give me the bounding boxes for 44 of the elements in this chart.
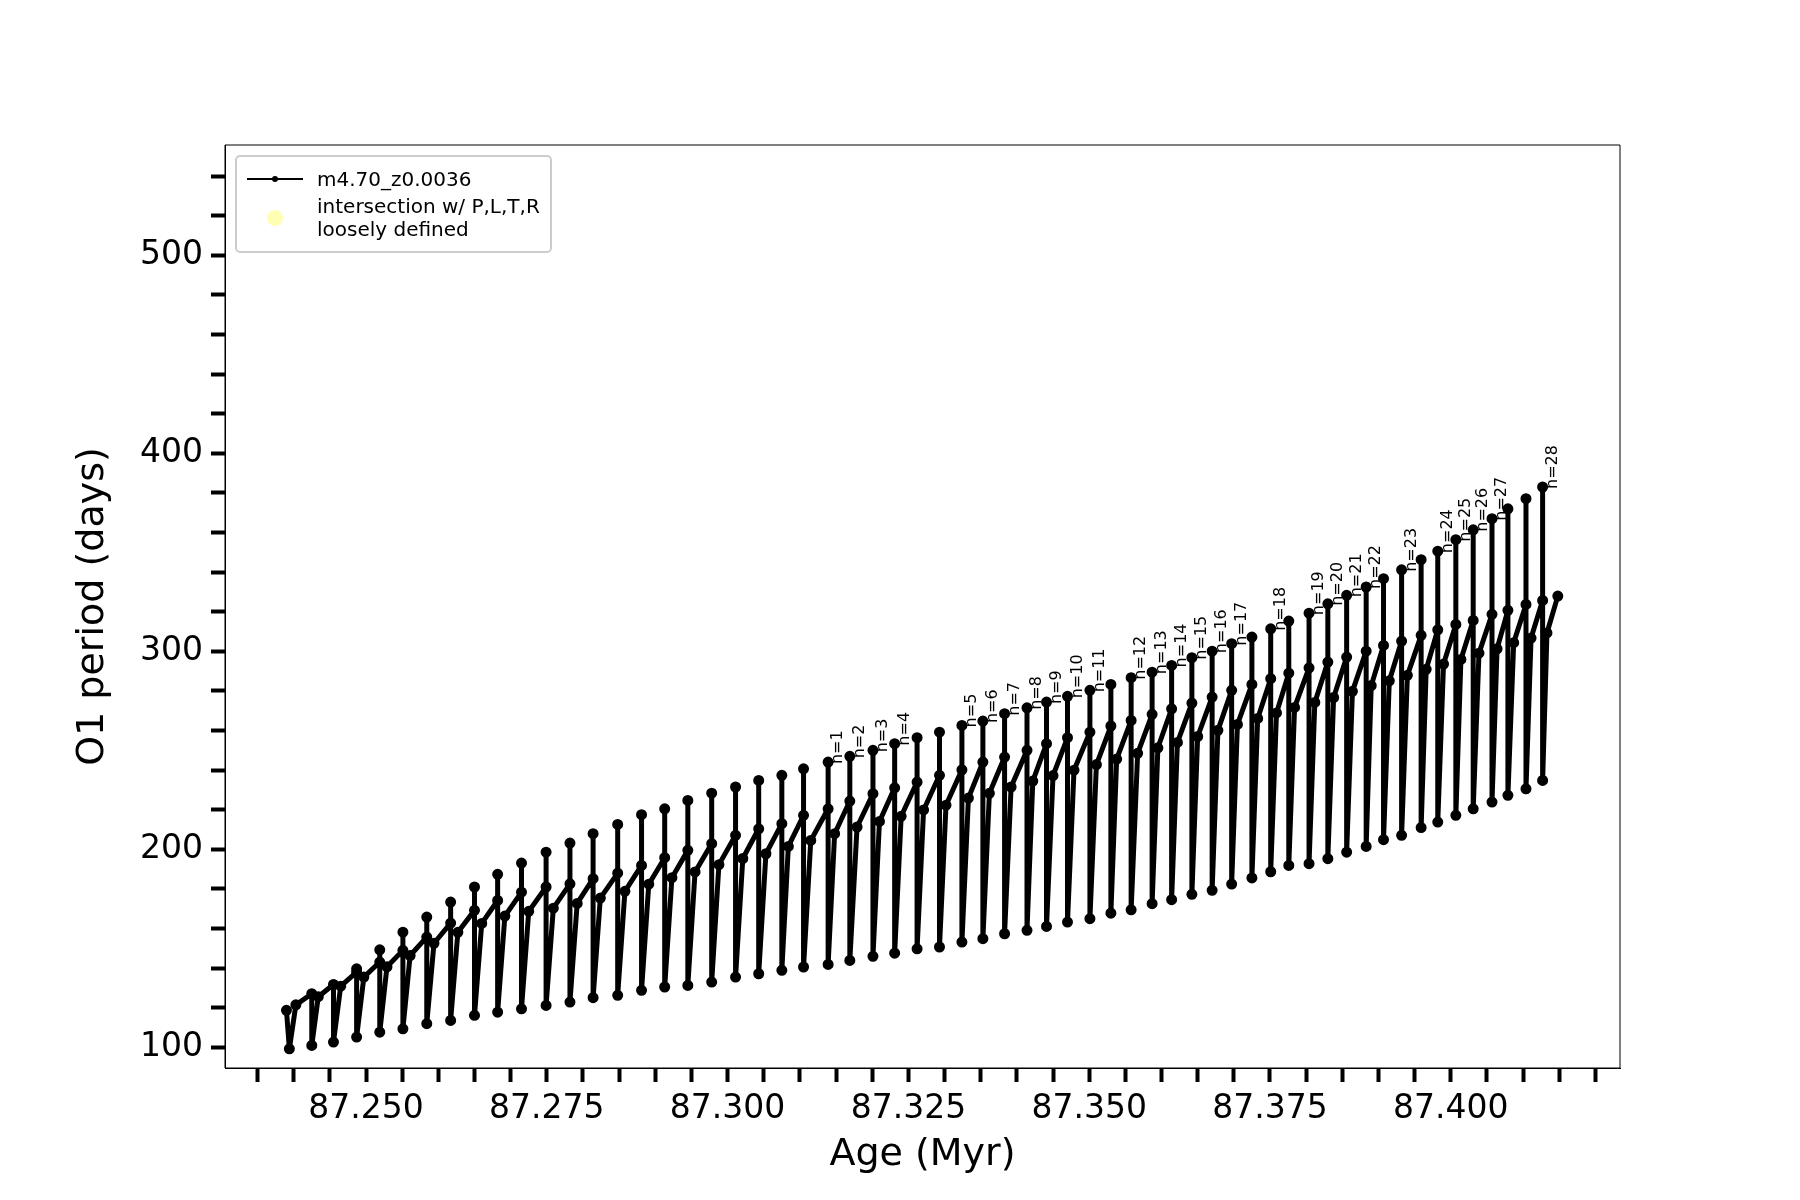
x-tick-label: 87.350 <box>1031 1087 1147 1127</box>
annotation: n=16 <box>1211 609 1231 654</box>
annotation: n=22 <box>1365 545 1385 589</box>
annotation: n=17 <box>1230 601 1250 646</box>
annotation: n=12 <box>1130 635 1150 680</box>
annotation: n=4 <box>893 711 913 746</box>
annotation: n=23 <box>1400 527 1420 572</box>
annotation: n=18 <box>1269 586 1289 631</box>
x-axis-title: Age (Myr) <box>829 1130 1016 1175</box>
x-tick-label: 87.300 <box>669 1087 786 1127</box>
annotation: n=15 <box>1191 615 1211 660</box>
annotation: n=19 <box>1308 571 1328 616</box>
annotation: n=25 <box>1455 497 1474 542</box>
annotation: n=27 <box>1491 476 1511 521</box>
x-tick-label: 87.275 <box>489 1087 605 1127</box>
annotation: n=13 <box>1151 630 1171 675</box>
annotation: n=5 <box>961 693 981 728</box>
annotation: n=10 <box>1066 654 1086 699</box>
annotation: n=26 <box>1472 487 1492 532</box>
y-tick-label: 100 <box>140 1024 203 1064</box>
x-tick-label: 87.375 <box>1212 1087 1328 1127</box>
annotation: n=9 <box>1045 670 1065 705</box>
y-tick-label: 400 <box>140 430 203 470</box>
y-axis-title: O1 period (days) <box>67 447 112 766</box>
annotation: n=6 <box>982 689 1002 724</box>
annotation: n=2 <box>848 724 868 759</box>
annotation: n=21 <box>1345 553 1365 598</box>
legend-label: intersection w/ P,L,T,R loosely defined <box>317 194 540 241</box>
y-tick-label: 500 <box>140 232 203 272</box>
annotation: n=24 <box>1436 509 1456 554</box>
legend-label: m4.70_z0.0036 <box>317 166 472 191</box>
x-tick-label: 87.400 <box>1393 1087 1509 1127</box>
annotation: n=3 <box>872 718 892 753</box>
x-tick-label: 87.250 <box>308 1087 424 1127</box>
annotation: n=14 <box>1170 623 1190 668</box>
annotation: n=11 <box>1089 648 1109 693</box>
annotation: n=1 <box>827 730 847 765</box>
annotation: n=20 <box>1326 561 1346 606</box>
y-tick-label: 300 <box>140 628 203 668</box>
x-tick-label: 87.325 <box>850 1087 967 1127</box>
annotation: n=8 <box>1026 676 1046 710</box>
annotation: n=7 <box>1003 682 1023 716</box>
annotation: n=28 <box>1541 445 1561 489</box>
y-tick-label: 200 <box>140 826 203 866</box>
